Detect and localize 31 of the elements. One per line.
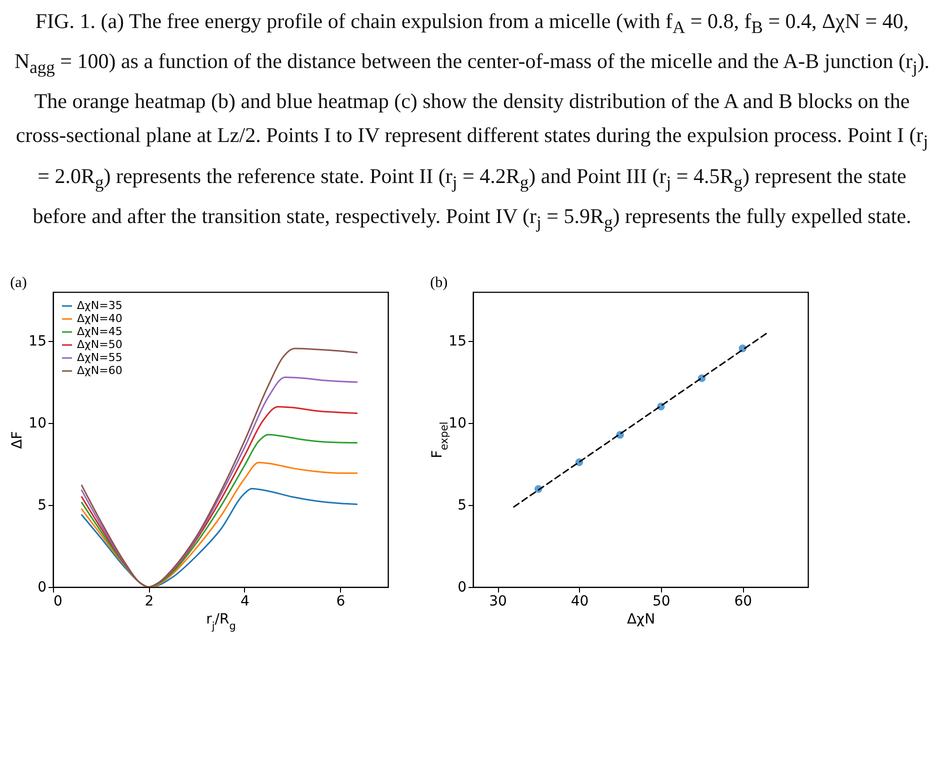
x-axis-title: r$_{j}$/R$_{g}$ [206,611,236,632]
x-axis-title: ΔχN [626,611,656,628]
y-tick-label: 15 [28,334,46,350]
y-axis-title: ΔF [10,431,26,449]
y-tick-label: 10 [28,416,46,432]
legend-label: ΔχN=45 [77,324,122,338]
y-tick-label: 5 [458,497,466,514]
x-tick-label: 6 [336,593,346,610]
chart-title: (b) [430,274,448,291]
x-tick-label: 0 [54,593,62,610]
x-tick-label: 4 [240,593,250,610]
y-tick-label: 0 [458,579,466,596]
y-tick-label: 0 [38,579,46,596]
chart-title: (a) [10,274,27,291]
legend-label: ΔχN=50 [77,338,122,351]
legend-label: ΔχN=40 [77,312,122,325]
y-tick-label: 5 [38,497,46,514]
legend-label: ΔχN=55 [77,350,122,364]
legend-label: ΔχN=35 [77,298,122,312]
y-tick-label: 15 [448,334,466,350]
x-tick-label: 50 [652,593,670,610]
y-tick-label: 10 [448,416,466,432]
x-tick-label: 2 [144,593,154,610]
text: FIG. 1. (a) The free energy profile of chain expulsion from a micelle (with f$_{A}$ = 0.8, f$_{B}$ = 0.4, ΔχN = 40, N$_{agg}$ = 100) as a function of the distance between the center-of-mass of the micelle and the A-B junction (r$_{j}$). The orange heatmap (b) and blue heatmap (c) show the density distribution of the A and B blocks on the cross-sectional plane at Lz/2. Points I to IV represent different states during the expulsion process. Point I (r$_{j}$ = 2.0R$_{g}$) represents the reference state. Point II (r$_{j}$ = 4.2R$_{g}$) and Point III (r$_{j}$ = 4.5R$_{g}$) represent the state before and after the transition state, respectively. Point IV (r$_{j}$ = 5.9R$_{g}$) represents the fully expelled state. [14,9,930,232]
line-series [80,488,358,587]
line-series [80,434,358,587]
legend-label: ΔχN=60 [77,364,122,377]
x-tick-label: 60 [734,593,752,610]
x-tick-label: 30 [489,593,507,610]
x-tick-label: 40 [570,593,589,610]
line-series [80,462,358,587]
